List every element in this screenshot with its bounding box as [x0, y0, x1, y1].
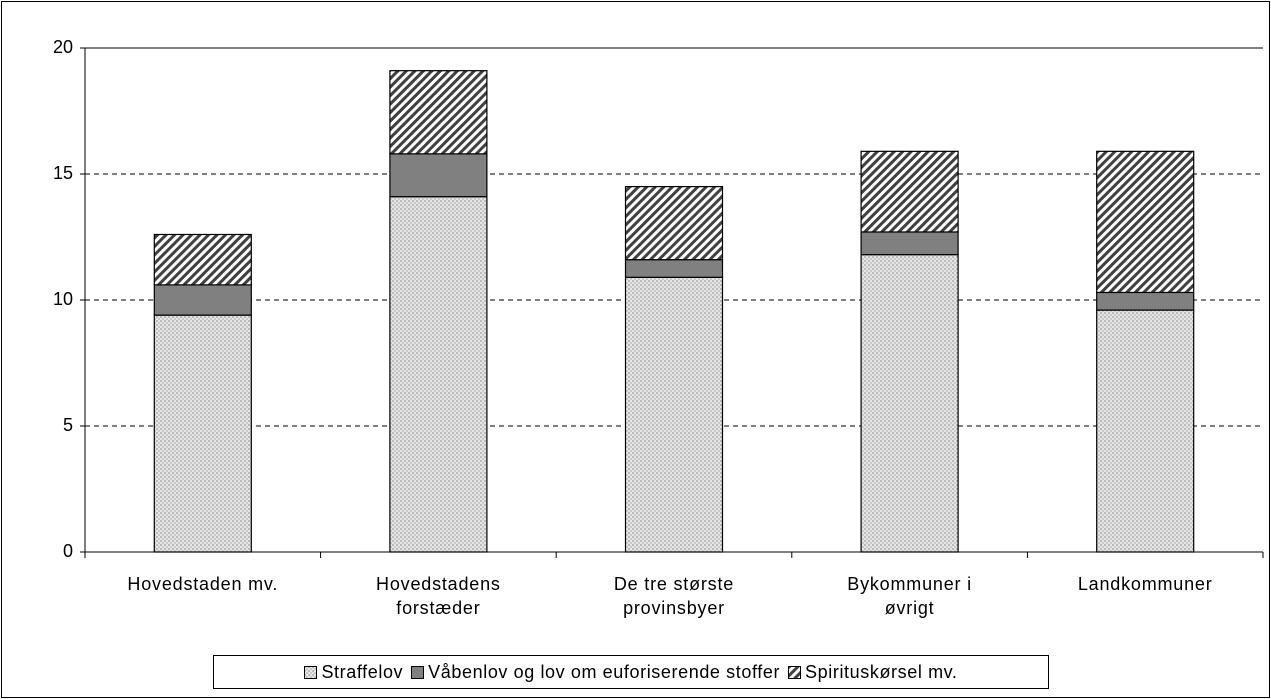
bar-segment	[1096, 291, 1195, 311]
x-tick-label: Bykommuner i øvrigt	[847, 574, 972, 618]
bar-segment	[153, 233, 252, 286]
legend-item: Spirituskørsel mv.	[788, 662, 957, 683]
y-tick-label: 10	[53, 289, 73, 309]
bar-segment	[860, 150, 959, 233]
legend-swatch	[788, 665, 802, 679]
swatch-rect	[788, 665, 802, 679]
legend-item: Straffelov	[304, 662, 403, 683]
bar-segment	[624, 186, 724, 261]
bar-segment	[860, 231, 959, 256]
bar-segment	[624, 276, 724, 553]
legend-label: Straffelov	[321, 661, 404, 682]
x-tick-label: Landkommuner	[1077, 574, 1213, 594]
legend-label: Spirituskørsel mv.	[805, 661, 958, 682]
bar-segment	[1096, 150, 1195, 294]
swatch-rect	[411, 665, 425, 679]
legend-swatch	[411, 665, 425, 679]
bar-segment	[860, 254, 959, 553]
y-tick-label: 20	[53, 37, 73, 57]
y-tick-label: 15	[53, 163, 73, 183]
x-tick-label: De tre største provinsbyer	[613, 574, 735, 618]
bar-segment	[389, 196, 488, 553]
y-tick-label: 0	[63, 541, 73, 561]
legend-swatch	[304, 665, 318, 679]
bar-segment	[153, 284, 252, 316]
x-tick-label: Hovedstadens forstæder	[376, 574, 501, 618]
bar-segment	[389, 70, 488, 155]
bar-segment	[624, 259, 724, 278]
bar-segment	[153, 314, 252, 553]
bar-segment	[389, 153, 488, 198]
x-tick-label: Hovedstaden mv.	[127, 574, 279, 594]
y-tick-label: 5	[63, 415, 73, 435]
bar-segment	[1096, 309, 1195, 553]
legend: Straffelov Våbenlov og lov om euforiseren…	[213, 655, 1049, 689]
legend-item: Våbenlov og lov om euforiserende stoffer	[411, 662, 780, 683]
legend-label: Våbenlov og lov om euforiserende stoffer	[428, 661, 781, 682]
swatch-rect	[304, 665, 318, 679]
